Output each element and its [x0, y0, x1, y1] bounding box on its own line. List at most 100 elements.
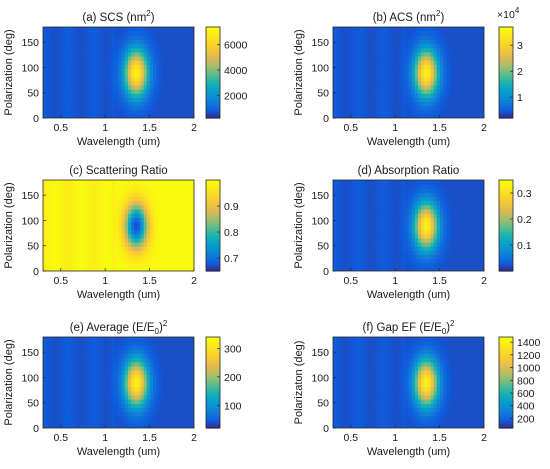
heatmap-cell [74, 43, 79, 49]
heatmap-cell [87, 337, 91, 342]
heatmap-cell [109, 47, 113, 53]
heatmap-cell [458, 192, 463, 198]
heatmap-cell [427, 60, 432, 65]
heatmap-cell [446, 225, 450, 231]
heatmap-cell [149, 72, 154, 78]
heatmap-cell [61, 254, 66, 260]
heatmap-cell [465, 64, 469, 69]
colorbar-step [499, 98, 513, 101]
heatmap-cell [131, 204, 135, 210]
heatmap-cell [159, 242, 164, 247]
heatmap-cell [43, 31, 47, 36]
heatmap-cell [446, 180, 450, 185]
heatmap-cell [121, 204, 126, 210]
heatmap-cell [392, 55, 397, 61]
heatmap-cell [71, 60, 76, 65]
heatmap-cell [336, 105, 340, 111]
heatmap-cell [55, 93, 60, 98]
heatmap-cell [421, 89, 425, 94]
heatmap-cell [149, 213, 154, 218]
heatmap-cell [181, 93, 186, 98]
heatmap-cell [90, 72, 94, 78]
colorbar-step [206, 219, 220, 222]
heatmap-cell [90, 55, 94, 61]
heatmap-cell [105, 213, 110, 218]
heatmap-cell [65, 415, 69, 421]
heatmap-cell [58, 55, 63, 61]
heatmap-cell [178, 242, 183, 247]
heatmap-cell [452, 72, 457, 78]
heatmap-cell [87, 382, 91, 388]
heatmap-cell [389, 213, 394, 218]
heatmap-cell [402, 258, 406, 264]
heatmap-cell [417, 258, 422, 264]
heatmap-cell [424, 266, 428, 271]
heatmap-cell [121, 229, 126, 235]
heatmap-cell [134, 266, 138, 271]
heatmap-cell [80, 357, 85, 363]
heatmap-cell [461, 76, 466, 82]
heatmap-cell [405, 237, 410, 243]
heatmap-cell [71, 68, 76, 74]
heatmap-cell [458, 27, 463, 32]
heatmap-cell [383, 237, 388, 243]
heatmap-cell [333, 47, 337, 53]
heatmap-cell [181, 31, 186, 36]
heatmap-cell [137, 188, 142, 194]
colorbar-step [499, 251, 513, 254]
heatmap-cell [77, 345, 82, 351]
heatmap-cell [408, 39, 413, 45]
heatmap-cell [370, 64, 375, 69]
heatmap-cell [46, 184, 50, 189]
colorbar-step [206, 108, 220, 112]
heatmap-cell [181, 266, 186, 271]
heatmap-cell [402, 105, 406, 111]
heatmap-cell [351, 258, 356, 264]
colorbar-step [206, 183, 220, 186]
heatmap-cell [96, 109, 101, 115]
heatmap-cell [90, 353, 94, 359]
heatmap-cell [333, 35, 337, 41]
heatmap-cell [137, 105, 142, 111]
heatmap-cell [333, 225, 337, 231]
heatmap-cell [137, 84, 142, 90]
heatmap-cell [87, 60, 91, 65]
colorbar-step [206, 67, 220, 71]
heatmap-cell [370, 262, 375, 268]
heatmap-cell [46, 84, 50, 90]
heatmap-cell [430, 200, 435, 206]
heatmap-cell [377, 101, 381, 107]
heatmap-cell [480, 237, 484, 243]
heatmap-cell [99, 109, 104, 115]
heatmap-cell [364, 196, 369, 202]
heatmap-cell [131, 51, 135, 57]
heatmap-cell [149, 242, 154, 247]
heatmap-cell [171, 242, 176, 247]
heatmap-cell [351, 97, 356, 103]
heatmap-cell [159, 258, 164, 264]
heatmap-cell [181, 250, 186, 256]
colorbar-step [206, 195, 220, 198]
heatmap-cell [355, 27, 359, 32]
heatmap-cell [137, 221, 142, 227]
heatmap-cell [408, 68, 413, 74]
heatmap-cell [112, 221, 116, 227]
heatmap-cell [455, 180, 460, 185]
heatmap-cell [90, 386, 94, 392]
heatmap-cell [345, 109, 350, 115]
heatmap-cell [140, 184, 145, 189]
heatmap-cell [348, 254, 353, 260]
heatmap-cell [187, 113, 192, 118]
heatmap [43, 27, 194, 118]
heatmap-cell [83, 68, 88, 74]
heatmap-cell [43, 254, 47, 260]
heatmap-cell [405, 217, 410, 222]
heatmap-cell [77, 192, 82, 198]
heatmap-cell [355, 64, 359, 69]
heatmap-cell [436, 93, 441, 98]
heatmap-cell [102, 109, 107, 115]
heatmap-cell [127, 76, 132, 82]
heatmap-cell [333, 39, 337, 45]
heatmap-cell [480, 109, 484, 115]
heatmap-cell [175, 76, 179, 82]
